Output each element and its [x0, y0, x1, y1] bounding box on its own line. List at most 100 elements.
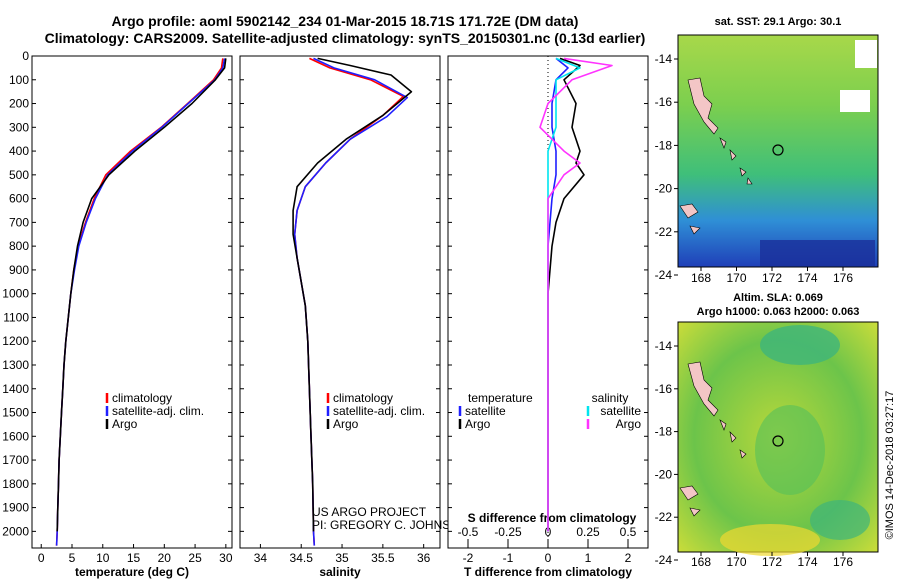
sla-map-title-1: Altim. SLA: 0.069: [733, 292, 823, 304]
difference-panel: -2 -1 0 1 2T difference from climatology -0.5…: [447, 55, 649, 579]
depth-tick-label: 800: [9, 239, 29, 253]
map-x-tick-label: 174: [797, 555, 817, 569]
map-x-tick-label: 168: [691, 555, 711, 569]
sst-map-island: [719, 137, 753, 185]
map-y-tick-label: -20: [655, 467, 673, 481]
sla-map-island: [679, 485, 701, 517]
sst-map-title: sat. SST: 29.1 Argo: 30.1: [715, 16, 842, 28]
salinity-plot-frame: [239, 55, 441, 549]
depth-tick-label: 1100: [3, 310, 29, 324]
sst-map-missing-data: [855, 40, 877, 68]
sla-map-low-area: [755, 405, 825, 495]
depth-tick-label: 700: [9, 215, 29, 229]
legend-label: Argo: [333, 417, 359, 431]
sla-map-island: [719, 419, 747, 459]
salinity-x-tick-label: 34.5: [290, 551, 314, 565]
temperature-panel: 0100200300400500600700800900100011001200…: [2, 49, 233, 579]
depth-tick-label: 1700: [2, 453, 29, 467]
temperature-x-tick-label: 15: [127, 551, 141, 565]
temperature-plot-frame: [31, 55, 233, 549]
project-annotation: PI: GREGORY C. JOHNSON: [312, 518, 468, 532]
legend-label: satellite: [465, 404, 506, 418]
differences-x-tick-label: 2: [625, 551, 632, 565]
legend-label: climatology: [112, 391, 172, 405]
legend-label: climatology: [333, 391, 393, 405]
map-x-tick-label: 176: [833, 555, 853, 569]
map-y-tick-label: -16: [655, 382, 673, 396]
map-y-tick-label: -22: [655, 510, 673, 524]
temperature-x-tick-label: 25: [188, 551, 202, 565]
depth-tick-label: 600: [9, 192, 29, 206]
credit-text: ©IMOS 14-Dec-2018 03:27:17: [884, 391, 896, 540]
map-x-tick-label: 174: [797, 271, 817, 285]
sst-map-field: [677, 34, 879, 268]
sst-map: -14 -16 -18 -20 -22 -24 168 170 172 174 176: [655, 34, 879, 285]
legend-label: Argo: [112, 417, 138, 431]
depth-tick-label: 100: [9, 73, 29, 87]
sst-map-cold-area: [760, 240, 875, 266]
temperature-x-tick-label: 0: [38, 551, 45, 565]
depth-tick-label: 0: [22, 49, 29, 63]
salinity-x-tick-label: 35: [335, 551, 349, 565]
temperature-x-tick-label: 5: [69, 551, 76, 565]
legend-label: satellite: [600, 404, 641, 418]
depth-tick-label: 1500: [2, 406, 29, 420]
map-x-tick-label: 170: [726, 271, 746, 285]
depth-tick-label: 400: [9, 144, 29, 158]
temperature-x-axis-label: temperature (deg C): [75, 565, 189, 579]
depth-tick-label: 1000: [2, 287, 29, 301]
depth-tick-label: 2000: [2, 524, 29, 538]
legend-label: satellite-adj. clim.: [112, 404, 204, 418]
sla-map-low-area: [760, 325, 840, 365]
depth-tick-label: 1800: [2, 477, 29, 491]
temperature-x-tick-label: 10: [96, 551, 110, 565]
sst-map-y-ticks: -14 -16 -18 -20 -22 -24: [655, 52, 678, 282]
salinity-panel: 34 34.5 35 35.5 36 salinity climatologysatelli…: [239, 55, 468, 579]
legend-label: Argo: [616, 417, 642, 431]
sst-map-argo-marker: [772, 144, 784, 156]
temperature-x-tick-label: 20: [158, 551, 172, 565]
title-line-2: Climatology: CARS2009. Satellite-adjuste…: [45, 30, 646, 46]
project-annotation: US ARGO PROJECT: [312, 505, 427, 519]
salinity-x-axis-label: salinity: [319, 565, 361, 579]
sla-map-low-area: [810, 500, 870, 540]
map-x-tick-label: 168: [691, 271, 711, 285]
temperature-x-tick-label: 30: [219, 551, 233, 565]
differences-x-axis-label: T difference from climatology: [464, 565, 632, 579]
map-x-tick-label: 170: [726, 555, 746, 569]
map-y-tick-label: -20: [655, 182, 673, 196]
depth-tick-label: 1200: [2, 334, 29, 348]
map-y-tick-label: -14: [655, 52, 673, 66]
depth-tick-label: 1900: [2, 501, 29, 515]
sst-map-island: [679, 203, 701, 235]
map-y-tick-label: -16: [655, 95, 673, 109]
differences-x-tick-label: -1: [503, 551, 514, 565]
map-y-tick-label: -22: [655, 225, 673, 239]
legend-title-salinity: salinity: [592, 391, 629, 405]
salinity-x-tick-label: 34: [254, 551, 268, 565]
sla-map-island: [687, 361, 719, 417]
depth-tick-label: 1600: [2, 429, 29, 443]
differences-x2-axis-label: S difference from climatology: [468, 511, 637, 525]
differences-x-tick-label: -2: [463, 551, 474, 565]
differences-x2-tick-label: 0.5: [620, 525, 637, 539]
map-x-tick-label: 172: [762, 271, 782, 285]
differences-x2-tick-label: -0.5: [458, 525, 479, 539]
legend-label: Argo: [465, 417, 491, 431]
sla-map-high-area: [720, 524, 820, 556]
argo-line: [56, 58, 227, 532]
legend-title-temperature: temperature: [468, 391, 533, 405]
depth-tick-label: 300: [9, 120, 29, 134]
sst-map-missing-data: [840, 90, 870, 112]
salinity-x-tick-label: 36: [417, 551, 431, 565]
depth-tick-label: 900: [9, 263, 29, 277]
sla-map: -14 -16 -18 -20 -22 -24 168 170 172 174 176: [655, 321, 879, 569]
map-y-tick-label: -24: [655, 553, 673, 567]
map-y-tick-label: -18: [655, 138, 673, 152]
map-x-tick-label: 172: [762, 555, 782, 569]
depth-tick-label: 500: [9, 168, 29, 182]
differences-x2-tick-label: 0.25: [576, 525, 600, 539]
depth-tick-label: 200: [9, 97, 29, 111]
map-y-tick-label: -24: [655, 268, 673, 282]
